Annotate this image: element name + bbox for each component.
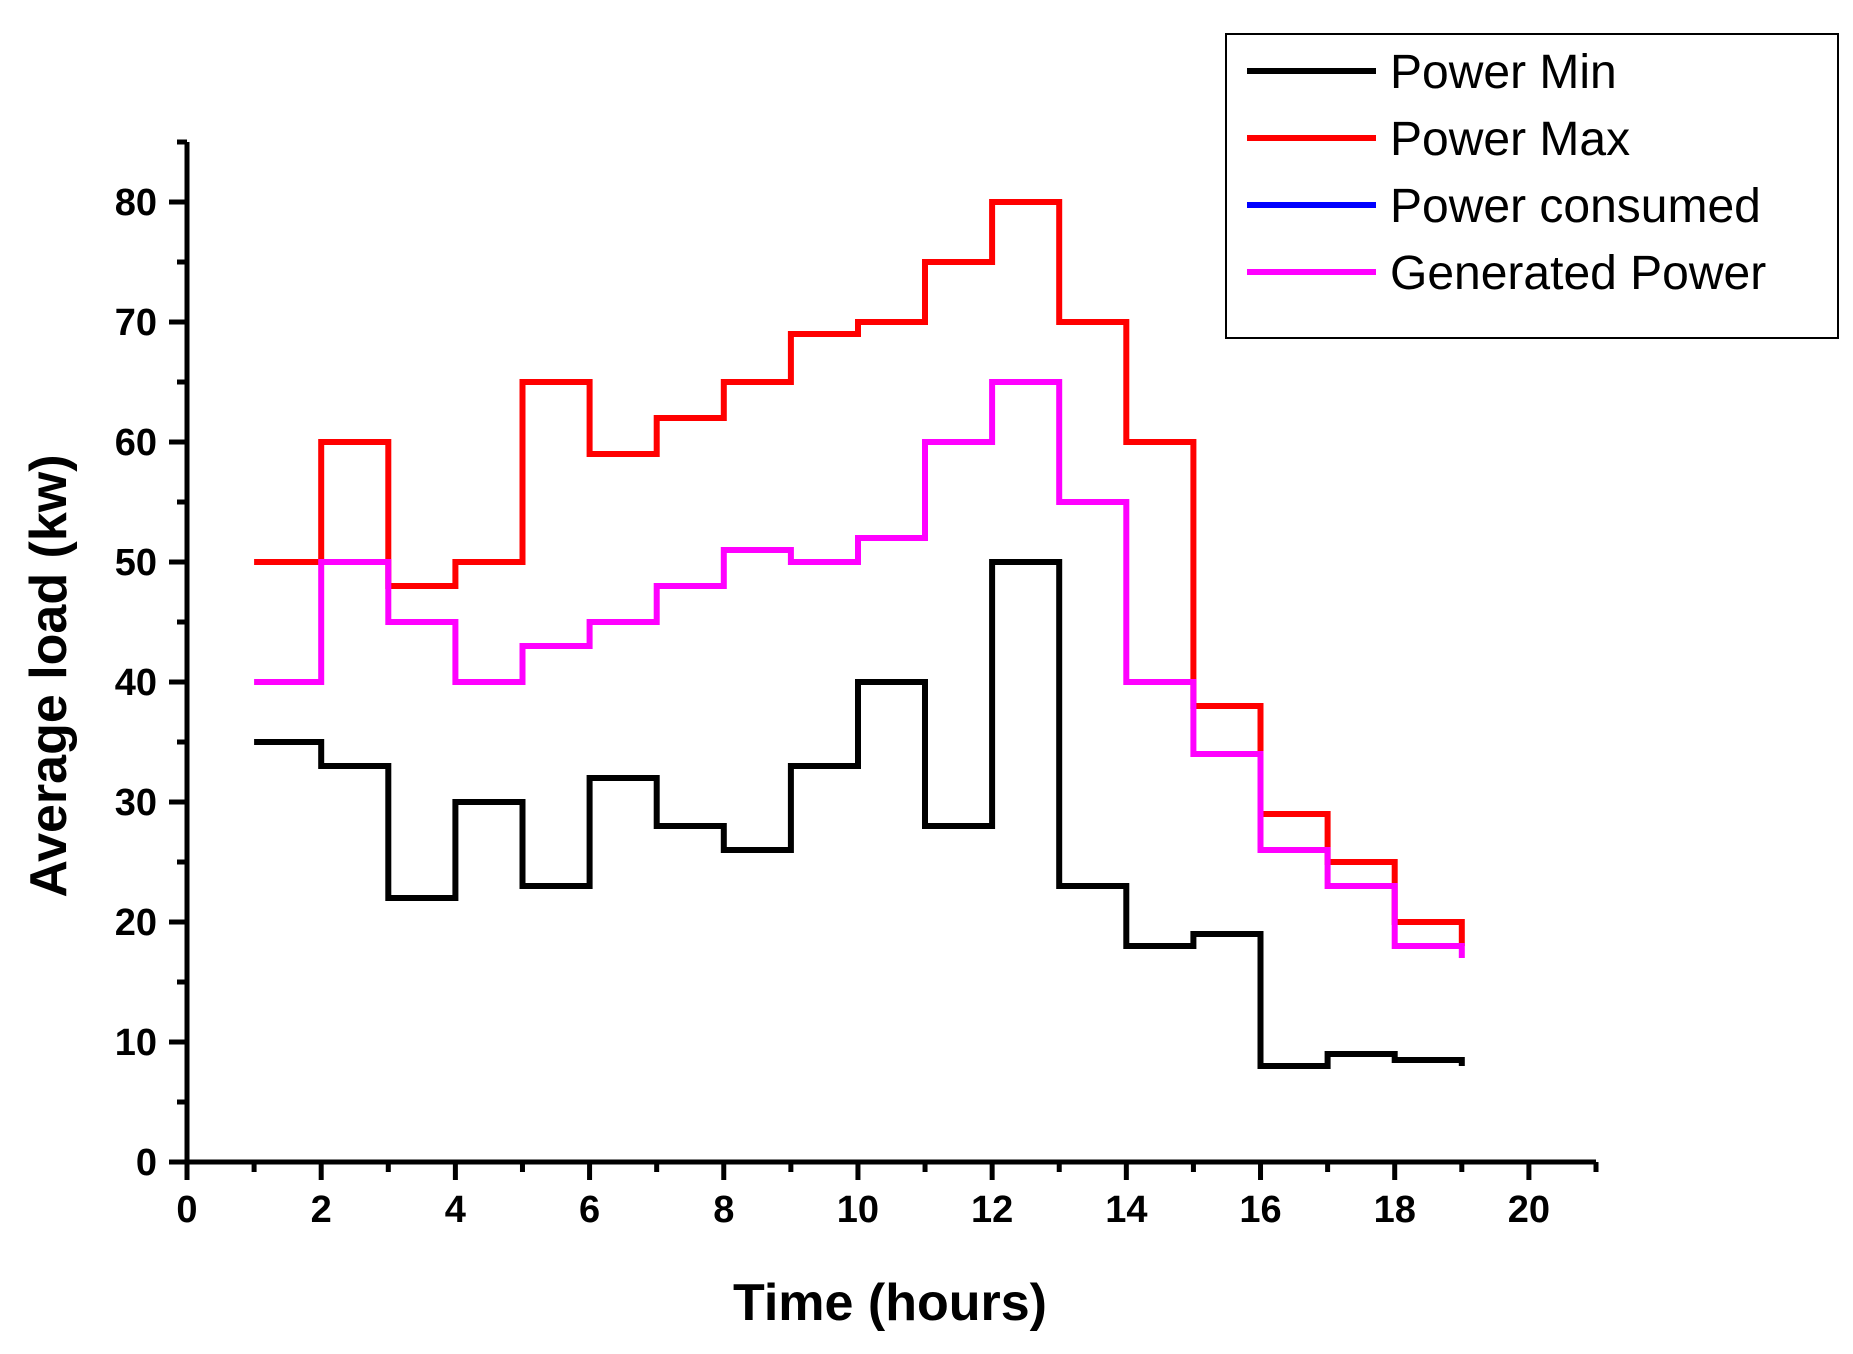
y-tick-label: 10 [115,1022,157,1064]
x-tick-label: 6 [579,1189,600,1231]
x-tick-label: 16 [1239,1189,1281,1231]
y-tick-label: 60 [115,422,157,464]
legend-label-generated-power: Generated Power [1390,247,1766,300]
x-tick-label: 0 [176,1189,197,1231]
x-tick-label: 4 [445,1189,466,1231]
y-tick-label: 50 [115,542,157,584]
x-tick-label: 12 [971,1189,1013,1231]
series-line-power-min [254,559,1465,1069]
legend-label-power-consumed: Power consumed [1390,180,1761,233]
legend: Power Min Power Max Power consumed Generate… [1225,33,1839,339]
x-tick-label: 10 [837,1189,879,1231]
legend-label-power-min: Power Min [1390,46,1617,99]
y-tick-label: 20 [115,902,157,944]
x-tick-label: 8 [713,1189,734,1231]
x-tick-label: 2 [311,1189,332,1231]
legend-box [1225,33,1839,339]
y-tick-label: 30 [115,782,157,824]
y-tick-label: 0 [136,1142,157,1184]
x-tick-label: 14 [1105,1189,1147,1231]
y-tick-label: 80 [115,182,157,224]
y-axis-title: Average load (kw) [20,454,78,897]
y-tick-label: 40 [115,662,157,704]
legend-label-power-max: Power Max [1390,113,1630,166]
x-tick-label: 20 [1508,1189,1550,1231]
x-axis-title: Time (hours) [733,1274,1047,1332]
series-layer [254,199,1465,1069]
y-tick-label: 70 [115,302,157,344]
x-tick-label: 18 [1374,1189,1416,1231]
axes-layer: 0 2 4 6 8 10 12 14 16 18 20 0 10 20 30 40 50 60 70 80 [115,139,1599,1231]
series-line-generated-power [254,379,1465,958]
